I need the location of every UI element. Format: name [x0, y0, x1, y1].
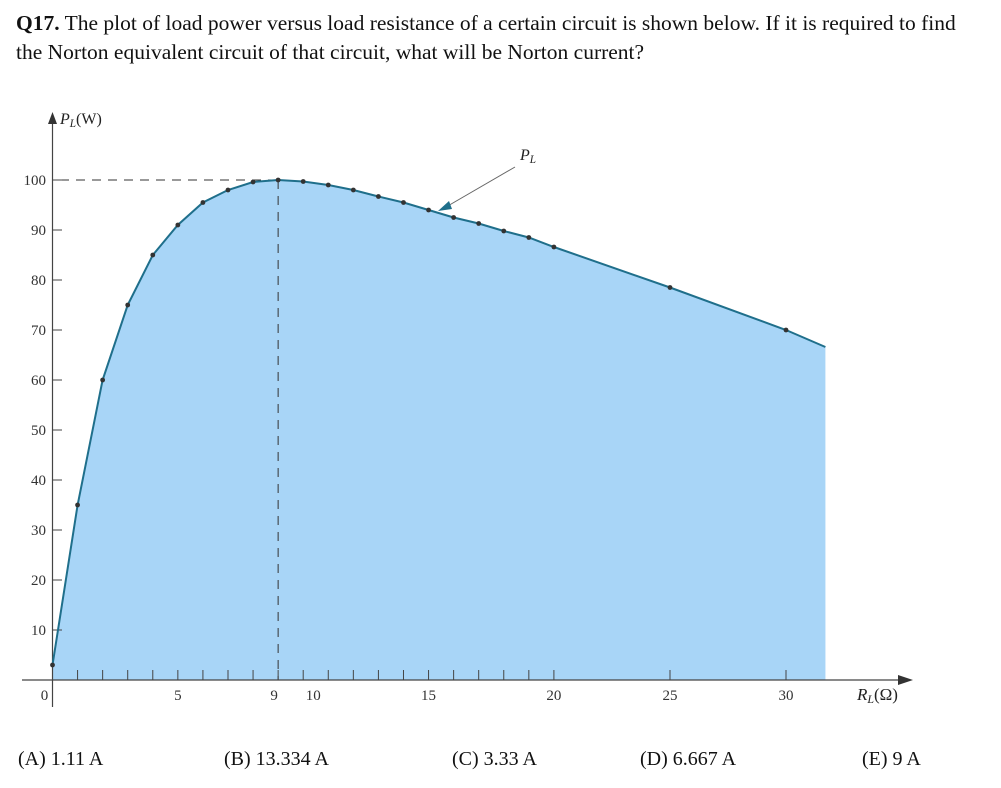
question-number: Q17.: [16, 11, 60, 35]
x-tick-label: 0: [41, 688, 49, 704]
option-b[interactable]: (B) 13.334 A: [224, 748, 329, 770]
data-point: [451, 215, 457, 220]
option-e[interactable]: (E) 9 A: [862, 748, 921, 770]
x-axis-label: RL(Ω): [856, 685, 898, 706]
data-point: [501, 228, 507, 234]
data-point: [300, 179, 306, 184]
area-fill: [52, 180, 826, 680]
y-tick-label: 80: [31, 273, 46, 289]
option-c[interactable]: (C) 3.33 A: [452, 748, 537, 770]
power-vs-resistance-chart: 0 5 9 10 15 20 25 30 10 20 30 40 50 60 70 80 90 100 PL(W) R…: [22, 111, 913, 707]
x-tick-label: 15: [421, 688, 436, 704]
data-point: [175, 222, 181, 228]
data-point: [275, 177, 281, 183]
power-curve: [51, 178, 826, 666]
data-point: [225, 187, 231, 193]
data-point: [325, 182, 331, 188]
curve-label-arrowhead: [438, 201, 452, 211]
question-text: Q17. The plot of load power versus load …: [16, 9, 986, 67]
data-point: [250, 179, 256, 185]
data-point: [667, 285, 673, 290]
data-point: [50, 662, 55, 668]
data-point: [75, 502, 80, 508]
y-tick-label: 70: [31, 323, 46, 339]
x-tick-label: 9: [270, 688, 278, 704]
data-point: [376, 194, 381, 199]
y-tick-label: 40: [31, 473, 46, 489]
data-point: [350, 187, 356, 193]
x-tick-label: 5: [174, 688, 182, 704]
x-tick-label: 30: [779, 688, 794, 704]
data-point: [401, 200, 406, 205]
curve-label-pointer: [445, 166, 516, 208]
y-axis-label: PL(W): [59, 111, 102, 130]
y-tick-label: 50: [31, 423, 46, 439]
data-point: [426, 207, 431, 213]
curve-label: PL: [519, 147, 536, 166]
y-tick-label: 60: [31, 373, 46, 389]
data-point: [526, 235, 532, 240]
data-point: [551, 244, 557, 250]
data-point: [200, 200, 206, 205]
y-tick-label: 90: [31, 223, 46, 239]
data-point: [100, 377, 106, 383]
data-point: [476, 221, 482, 226]
data-point: [150, 252, 156, 258]
y-tick-label: 10: [31, 623, 46, 639]
x-tick-label: 20: [546, 688, 561, 704]
y-tick-label: 20: [31, 573, 46, 589]
data-point: [783, 327, 789, 333]
data-point: [125, 302, 131, 308]
x-tick-label: 10: [306, 688, 321, 704]
y-tick-label: 100: [24, 173, 47, 189]
option-a[interactable]: (A) 1.11 A: [18, 748, 104, 770]
y-tick-label: 30: [31, 523, 46, 539]
x-tick-label: 25: [663, 688, 678, 704]
question-body: The plot of load power versus load resis…: [16, 11, 956, 64]
option-d[interactable]: (D) 6.667 A: [640, 748, 737, 770]
x-axis-arrow: [898, 675, 913, 685]
y-axis-arrow: [48, 112, 57, 124]
